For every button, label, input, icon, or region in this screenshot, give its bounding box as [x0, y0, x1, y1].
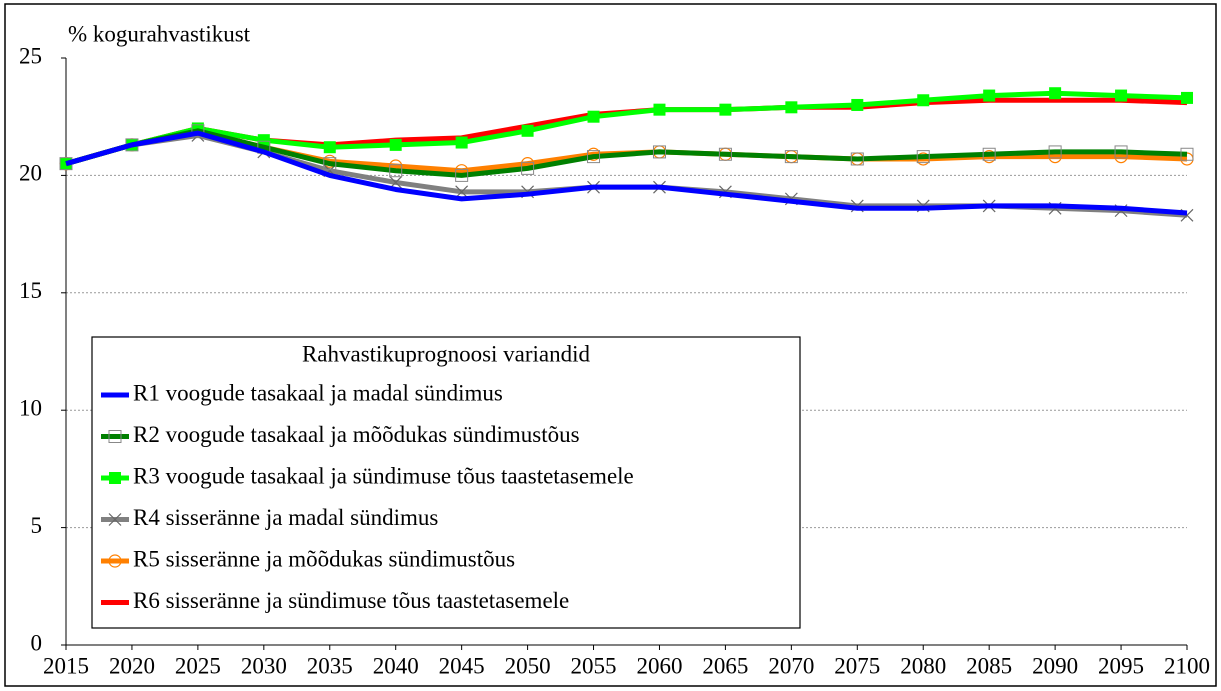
- marker: [323, 141, 336, 154]
- x-tick-label: 2090: [1032, 653, 1078, 678]
- x-tick-label: 2055: [571, 653, 617, 678]
- legend-label: R6 sisseränne ja sündimuse tõus taasteta…: [133, 588, 569, 613]
- x-tick-label: 2015: [43, 653, 89, 678]
- y-tick-label: 15: [19, 278, 42, 303]
- marker: [718, 147, 732, 161]
- marker: [1048, 145, 1062, 159]
- legend-label: R1 voogude tasakaal ja madal sündimus: [133, 380, 503, 405]
- marker: [191, 124, 205, 138]
- x-tick-label: 2050: [505, 653, 551, 678]
- series-line: [65, 130, 1188, 216]
- x-tick-label: 2065: [702, 653, 748, 678]
- x-tick-label: 2045: [439, 653, 485, 678]
- marker: [982, 147, 996, 161]
- marker: [521, 161, 535, 175]
- legend-title: Rahvastikuprognoosi variandid: [302, 341, 591, 366]
- marker: [1115, 89, 1128, 102]
- marker: [1181, 91, 1193, 104]
- x-tick-label: 2070: [768, 653, 814, 678]
- marker: [323, 157, 337, 171]
- legend-label: R3 voogude tasakaal ja sündimuse tõus ta…: [133, 463, 634, 488]
- marker: [455, 168, 469, 182]
- x-tick-label: 2035: [307, 653, 353, 678]
- x-tick-label: 2100: [1164, 653, 1210, 678]
- legend: Rahvastikuprognoosi variandid R1 voogude …: [91, 336, 801, 629]
- y-tick-label: 10: [19, 395, 42, 420]
- marker: [108, 430, 122, 443]
- marker: [850, 152, 864, 166]
- marker: [719, 103, 732, 116]
- marker: [1049, 87, 1062, 100]
- y-tick-label: 0: [31, 630, 43, 655]
- marker: [652, 145, 666, 159]
- marker: [1114, 145, 1128, 159]
- y-tick-label: 25: [19, 43, 42, 68]
- marker: [917, 94, 930, 107]
- marker: [389, 164, 403, 178]
- x-tick-label: 2080: [900, 653, 946, 678]
- x-tick-label: 2030: [241, 653, 287, 678]
- marker: [389, 138, 402, 151]
- marker: [983, 89, 996, 102]
- marker: [784, 150, 798, 164]
- y-tick-label: 5: [31, 513, 43, 538]
- legend-label: R5 sisseränne ja mõõdukas sündimustõus: [133, 546, 515, 571]
- marker: [257, 134, 270, 147]
- marker: [455, 136, 468, 149]
- x-tick-label: 2075: [834, 653, 880, 678]
- y-tick-label: 20: [19, 161, 42, 186]
- marker: [109, 472, 121, 484]
- series-line: [65, 90, 1188, 167]
- marker: [851, 98, 864, 111]
- marker: [785, 101, 798, 114]
- y-axis-label: % kogurahvastikust: [68, 21, 251, 46]
- marker: [108, 513, 122, 526]
- marker: [587, 110, 600, 123]
- marker: [108, 554, 122, 568]
- x-tick-label: 2095: [1098, 653, 1144, 678]
- marker: [521, 124, 534, 137]
- series-line: [65, 128, 1188, 178]
- legend-label: R4 sisseränne ja madal sündimus: [133, 505, 438, 530]
- marker: [587, 150, 601, 164]
- legend-box: [91, 336, 801, 629]
- x-tick-label: 2060: [636, 653, 682, 678]
- legend-label: R2 voogude tasakaal ja mõõdukas sündimus…: [133, 422, 580, 447]
- x-tick-label: 2085: [966, 653, 1012, 678]
- marker: [916, 150, 930, 164]
- x-tick-label: 2020: [109, 653, 155, 678]
- x-tick-label: 2025: [175, 653, 221, 678]
- x-tick-label: 2040: [373, 653, 419, 678]
- marker: [653, 103, 666, 116]
- marker: [1180, 147, 1194, 161]
